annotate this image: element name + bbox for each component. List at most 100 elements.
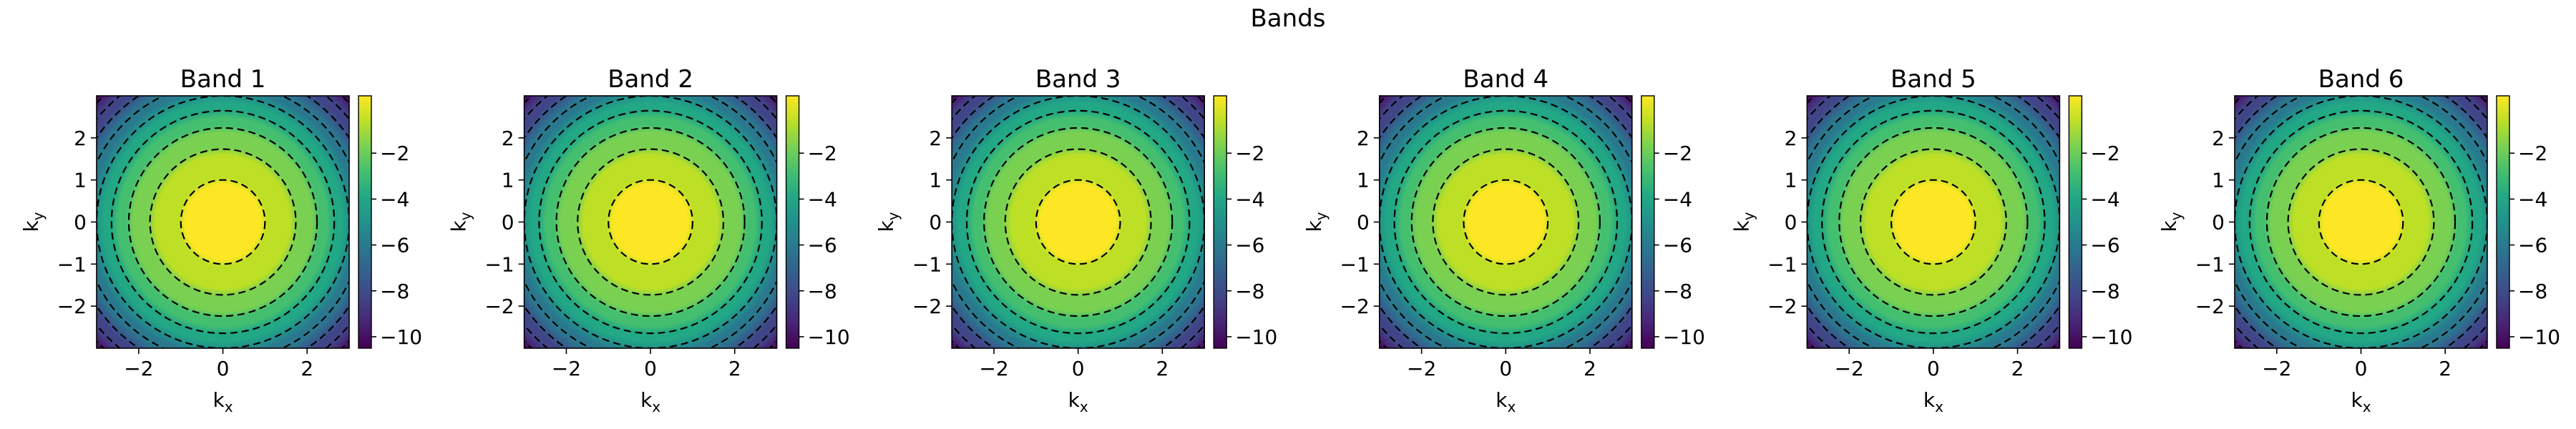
panel-title: Band 4: [1463, 65, 1548, 94]
contour-line: [149, 148, 297, 296]
panel-title: Band 6: [2318, 65, 2404, 94]
y-tick-label: 0: [1357, 211, 1370, 235]
colorbar: [1641, 95, 1655, 349]
colorbar-tick-label: −10: [380, 325, 422, 349]
contour-line: [983, 127, 1174, 317]
y-tick-label: 0: [1785, 211, 1797, 235]
y-tick-label: 2: [929, 127, 942, 150]
y-tick-label: 2: [1357, 127, 1370, 150]
x-tick-label: 2: [2439, 357, 2451, 380]
y-tick-label: −1: [1767, 252, 1797, 276]
contour-line: [965, 109, 1191, 335]
y-tick-label: −1: [1340, 252, 1370, 276]
contour-line: [180, 179, 266, 265]
y-tick-label: 0: [929, 211, 942, 235]
y-tick-label: 1: [1785, 169, 1797, 192]
x-tick-label: 0: [217, 357, 230, 380]
colorbar-tick-label: −4: [380, 187, 409, 211]
colorbar-tick-label: −2: [1235, 142, 1264, 165]
colorbar-tick-label: −10: [808, 325, 850, 349]
contour-line: [1410, 127, 1601, 317]
x-tick-label: 2: [301, 357, 313, 380]
colorbar: [1213, 95, 1227, 349]
colorbar-tick-label: −6: [380, 234, 409, 257]
colorbar: [785, 95, 800, 349]
colorbar-tick-label: −10: [1663, 325, 1705, 349]
y-tick-label: −1: [484, 252, 514, 276]
colorbar-tick-label: −4: [2518, 187, 2547, 211]
heatmap-field: [524, 96, 777, 348]
colorbar-tick-label: −4: [2090, 187, 2119, 211]
contour-line: [2265, 127, 2457, 317]
y-tick-label: −2: [912, 295, 942, 318]
x-tick-label: 0: [1072, 357, 1085, 380]
y-tick-label: 1: [74, 169, 87, 192]
y-tick-label: 2: [74, 127, 87, 150]
colorbar-tick-label: −10: [2090, 325, 2132, 349]
heatmap-field: [1807, 96, 2060, 348]
x-axis-label: kx: [1496, 388, 1516, 415]
colorbar-tick-label: −2: [808, 142, 837, 165]
colorbar-tick-label: −4: [808, 187, 837, 211]
contour-line: [1859, 148, 2007, 296]
y-axis-label: ky: [1302, 212, 1330, 232]
colorbar-tick-label: −6: [1235, 234, 1264, 257]
colorbar-tick-label: −4: [1663, 187, 1692, 211]
contour-line: [1890, 179, 1976, 265]
heatmap-field: [97, 96, 349, 348]
heatmap-field: [952, 96, 1205, 348]
colorbar-tick-label: −8: [380, 280, 409, 303]
contour-line: [608, 179, 694, 265]
colorbar-tick-label: −6: [1663, 234, 1692, 257]
x-axis-label: kx: [213, 388, 233, 415]
colorbar-tick-label: −6: [2090, 234, 2119, 257]
y-tick-label: 2: [1785, 127, 1797, 150]
y-tick-label: −1: [912, 252, 942, 276]
colorbar: [2496, 95, 2510, 349]
y-tick-label: 1: [1357, 169, 1370, 192]
y-tick-label: 1: [2212, 169, 2225, 192]
y-tick-label: −2: [1340, 295, 1370, 318]
contour-line: [1393, 109, 1619, 335]
x-tick-label: −2: [2262, 357, 2291, 380]
panel-title: Band 3: [1035, 65, 1121, 94]
colorbar-tick-label: −4: [1235, 187, 1264, 211]
x-tick-label: 0: [644, 357, 657, 380]
x-tick-label: 0: [1927, 357, 1940, 380]
x-tick-label: 2: [728, 357, 741, 380]
colorbar-tick-label: −8: [1663, 280, 1692, 303]
x-tick-label: −2: [552, 357, 581, 380]
y-tick-label: 1: [502, 169, 514, 192]
contour-line: [538, 109, 763, 335]
y-tick-label: 2: [2212, 127, 2225, 150]
contour-line: [1463, 179, 1549, 265]
y-axis-label: ky: [1729, 212, 1757, 232]
contour-line: [577, 148, 725, 296]
x-tick-label: −2: [1407, 357, 1436, 380]
colorbar-tick-label: −2: [2090, 142, 2119, 165]
panel-title: Band 5: [1890, 65, 1976, 94]
x-tick-label: 2: [2011, 357, 2024, 380]
x-tick-label: −2: [1835, 357, 1864, 380]
contour-line: [2287, 148, 2435, 296]
contour-line: [110, 109, 336, 335]
x-tick-label: 2: [1584, 357, 1596, 380]
y-tick-label: 0: [2212, 211, 2225, 235]
x-axis-label: kx: [640, 388, 660, 415]
contour-line: [1821, 109, 2046, 335]
x-axis-label: kx: [1068, 388, 1088, 415]
y-axis-label: ky: [2157, 212, 2185, 232]
y-tick-label: 0: [502, 211, 514, 235]
y-tick-label: 1: [929, 169, 942, 192]
y-tick-label: −1: [57, 252, 87, 276]
y-axis-label: ky: [19, 212, 47, 232]
colorbar-tick-label: −2: [2518, 142, 2547, 165]
panel-title: Band 1: [180, 65, 266, 94]
contour-line: [127, 127, 318, 317]
x-tick-label: −2: [124, 357, 153, 380]
colorbar: [2068, 95, 2083, 349]
